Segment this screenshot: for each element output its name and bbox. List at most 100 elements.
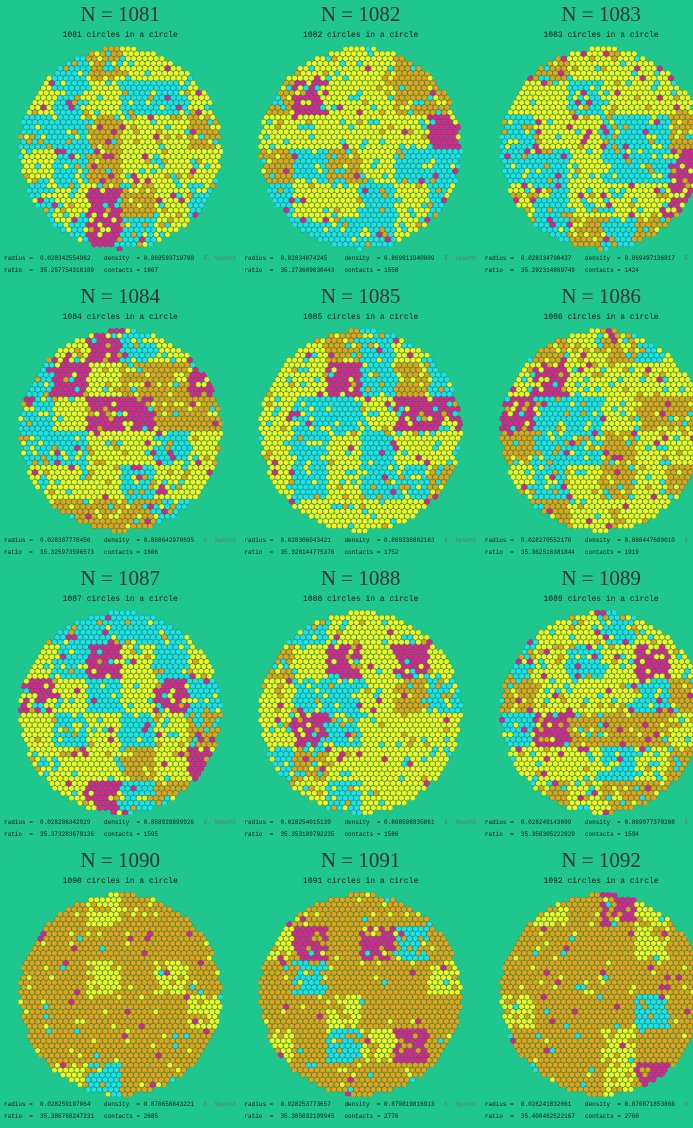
cell-title: N = 1084 bbox=[4, 284, 236, 309]
packing-diagram bbox=[18, 892, 223, 1097]
stat-contacts: contacts = 1607 bbox=[104, 267, 194, 275]
stat-density: density = 0.868598835861 bbox=[344, 819, 434, 827]
packing-cell-1087: N = 1087 1087 circles in a circle radius… bbox=[0, 564, 240, 846]
stat-ratio: ratio = 35.328144775376 bbox=[244, 549, 334, 557]
cell-subtitle: 1090 circles in a circle bbox=[4, 877, 236, 886]
packing-cell-1092: N = 1092 1092 circles in a circle radius… bbox=[481, 846, 693, 1128]
packing-diagram bbox=[18, 46, 223, 251]
stat-contacts: contacts = 1594 bbox=[585, 831, 675, 839]
stat-credit: E. Specht bbox=[444, 1101, 476, 1109]
stat-density: density = 0.870656843221 bbox=[104, 1101, 194, 1109]
stat-density: density = 0.870871853868 bbox=[585, 1101, 675, 1109]
stat-credit: E. Specht bbox=[685, 1101, 693, 1109]
cell-title: N = 1083 bbox=[485, 2, 693, 27]
stat-contacts: contacts = 1595 bbox=[104, 831, 194, 839]
cell-stats: radius = 0.028270552170 density = 0.8684… bbox=[485, 537, 693, 556]
packing-cell-1090: N = 1090 1090 circles in a circle radius… bbox=[0, 846, 240, 1128]
cell-title: N = 1089 bbox=[485, 566, 693, 591]
stat-density: density = 0.869593719790 bbox=[104, 255, 194, 263]
stat-credit: E. Specht bbox=[685, 819, 693, 827]
stat-density: density = 0.869077370268 bbox=[585, 819, 675, 827]
stat-contacts: contacts = 1586 bbox=[344, 831, 434, 839]
cell-subtitle: 1091 circles in a circle bbox=[244, 877, 476, 886]
cell-subtitle: 1092 circles in a circle bbox=[485, 877, 693, 886]
stat-density: density = 0.870819816913 bbox=[344, 1101, 434, 1109]
stat-radius: radius = 0.028286342929 bbox=[4, 819, 94, 827]
stat-radius: radius = 0.02834874245 bbox=[244, 255, 334, 263]
stat-contacts: contacts = 2685 bbox=[104, 1113, 194, 1121]
stat-radius: radius = 0.028342554962 bbox=[4, 255, 94, 263]
packing-cell-1083: N = 1083 1083 circles in a circle radius… bbox=[481, 0, 693, 282]
stat-ratio: ratio = 35.325973596573 bbox=[4, 549, 94, 557]
packing-cell-1089: N = 1089 1089 circles in a circle radius… bbox=[481, 564, 693, 846]
cell-title: N = 1091 bbox=[244, 848, 476, 873]
stat-ratio: ratio = 35.273689030443 bbox=[244, 267, 334, 275]
stat-contacts: contacts = 1919 bbox=[585, 549, 675, 557]
stat-radius: radius = 0.028259197064 bbox=[4, 1101, 94, 1109]
stat-radius: radius = 0.028253773657 bbox=[244, 1101, 334, 1109]
stat-ratio: ratio = 35.386768247231 bbox=[4, 1113, 94, 1121]
cell-stats: radius = 0.028259197064 density = 0.8706… bbox=[4, 1101, 236, 1120]
packing-diagram bbox=[258, 328, 463, 533]
stat-density: density = 0.869497136817 bbox=[585, 255, 675, 263]
stat-credit: E. Specht bbox=[685, 255, 693, 263]
cell-stats: radius = 0.028306043421 density = 0.8693… bbox=[244, 537, 476, 556]
cell-stats: radius = 0.028342554962 density = 0.8695… bbox=[4, 255, 236, 274]
stat-credit: E. Specht bbox=[685, 537, 693, 545]
stat-credit: E. Specht bbox=[204, 255, 236, 263]
stat-ratio: ratio = 35.408462522167 bbox=[485, 1113, 575, 1121]
stat-ratio: ratio = 35.358305222829 bbox=[485, 831, 575, 839]
cell-subtitle: 1088 circles in a circle bbox=[244, 595, 476, 604]
packing-diagram bbox=[258, 892, 463, 1097]
stat-ratio: ratio = 35.257754318189 bbox=[4, 267, 94, 275]
stat-density: density = 0.869811940009 bbox=[344, 255, 434, 263]
stat-credit: E. Specht bbox=[444, 255, 476, 263]
stat-radius: radius = 0.028334700437 bbox=[485, 255, 575, 263]
stat-density: density = 0.868447689010 bbox=[585, 537, 675, 545]
stat-radius: radius = 0.028307778456 bbox=[4, 537, 94, 545]
cell-stats: radius = 0.028253773657 density = 0.8708… bbox=[244, 1101, 476, 1120]
stat-ratio: ratio = 35.292314869749 bbox=[485, 267, 575, 275]
stat-contacts: contacts = 1752 bbox=[344, 549, 434, 557]
packing-cell-1084: N = 1084 1084 circles in a circle radius… bbox=[0, 282, 240, 564]
stat-ratio: ratio = 35.385032199945 bbox=[244, 1113, 334, 1121]
packing-diagram bbox=[258, 610, 463, 815]
cell-subtitle: 1089 circles in a circle bbox=[485, 595, 693, 604]
cell-stats: radius = 0.028254015139 density = 0.8685… bbox=[244, 819, 476, 838]
stat-density: density = 0.868929899926 bbox=[104, 819, 194, 827]
stat-contacts: contacts = 1558 bbox=[344, 267, 434, 275]
packing-diagram bbox=[258, 46, 463, 251]
cell-title: N = 1085 bbox=[244, 284, 476, 309]
stat-ratio: ratio = 35.353189792235 bbox=[244, 831, 334, 839]
cell-subtitle: 1083 circles in a circle bbox=[485, 31, 693, 40]
cell-title: N = 1086 bbox=[485, 284, 693, 309]
stat-ratio: ratio = 35.362516381844 bbox=[485, 549, 575, 557]
packing-cell-1088: N = 1088 1088 circles in a circle radius… bbox=[240, 564, 480, 846]
cell-title: N = 1088 bbox=[244, 566, 476, 591]
packing-cell-1091: N = 1091 1091 circles in a circle radius… bbox=[240, 846, 480, 1128]
cell-title: N = 1081 bbox=[4, 2, 236, 27]
packing-cell-1085: N = 1085 1085 circles in a circle radius… bbox=[240, 282, 480, 564]
packing-cell-1086: N = 1086 1086 circles in a circle radius… bbox=[481, 282, 693, 564]
cell-stats: radius = 0.028241832061 density = 0.8708… bbox=[485, 1101, 693, 1120]
cell-subtitle: 1087 circles in a circle bbox=[4, 595, 236, 604]
stat-density: density = 0.868642970695 bbox=[104, 537, 194, 545]
stat-contacts: contacts = 1424 bbox=[585, 267, 675, 275]
packing-diagram bbox=[18, 610, 223, 815]
cell-stats: radius = 0.028334700437 density = 0.8694… bbox=[485, 255, 693, 274]
stat-radius: radius = 0.028254015139 bbox=[244, 819, 334, 827]
stat-credit: E. Specht bbox=[444, 819, 476, 827]
packing-cell-1082: N = 1082 1082 circles in a circle radius… bbox=[240, 0, 480, 282]
cell-subtitle: 1082 circles in a circle bbox=[244, 31, 476, 40]
cell-title: N = 1082 bbox=[244, 2, 476, 27]
stat-credit: E. Specht bbox=[444, 537, 476, 545]
cell-title: N = 1090 bbox=[4, 848, 236, 873]
stat-radius: radius = 0.028241832061 bbox=[485, 1101, 575, 1109]
packing-diagram bbox=[499, 892, 693, 1097]
cell-stats: radius = 0.028307778456 density = 0.8686… bbox=[4, 537, 236, 556]
stat-radius: radius = 0.028249143699 bbox=[485, 819, 575, 827]
cell-subtitle: 1081 circles in a circle bbox=[4, 31, 236, 40]
stat-contacts: contacts = 2760 bbox=[585, 1113, 675, 1121]
packing-diagram bbox=[18, 328, 223, 533]
cell-stats: radius = 0.028286342929 density = 0.8689… bbox=[4, 819, 236, 838]
